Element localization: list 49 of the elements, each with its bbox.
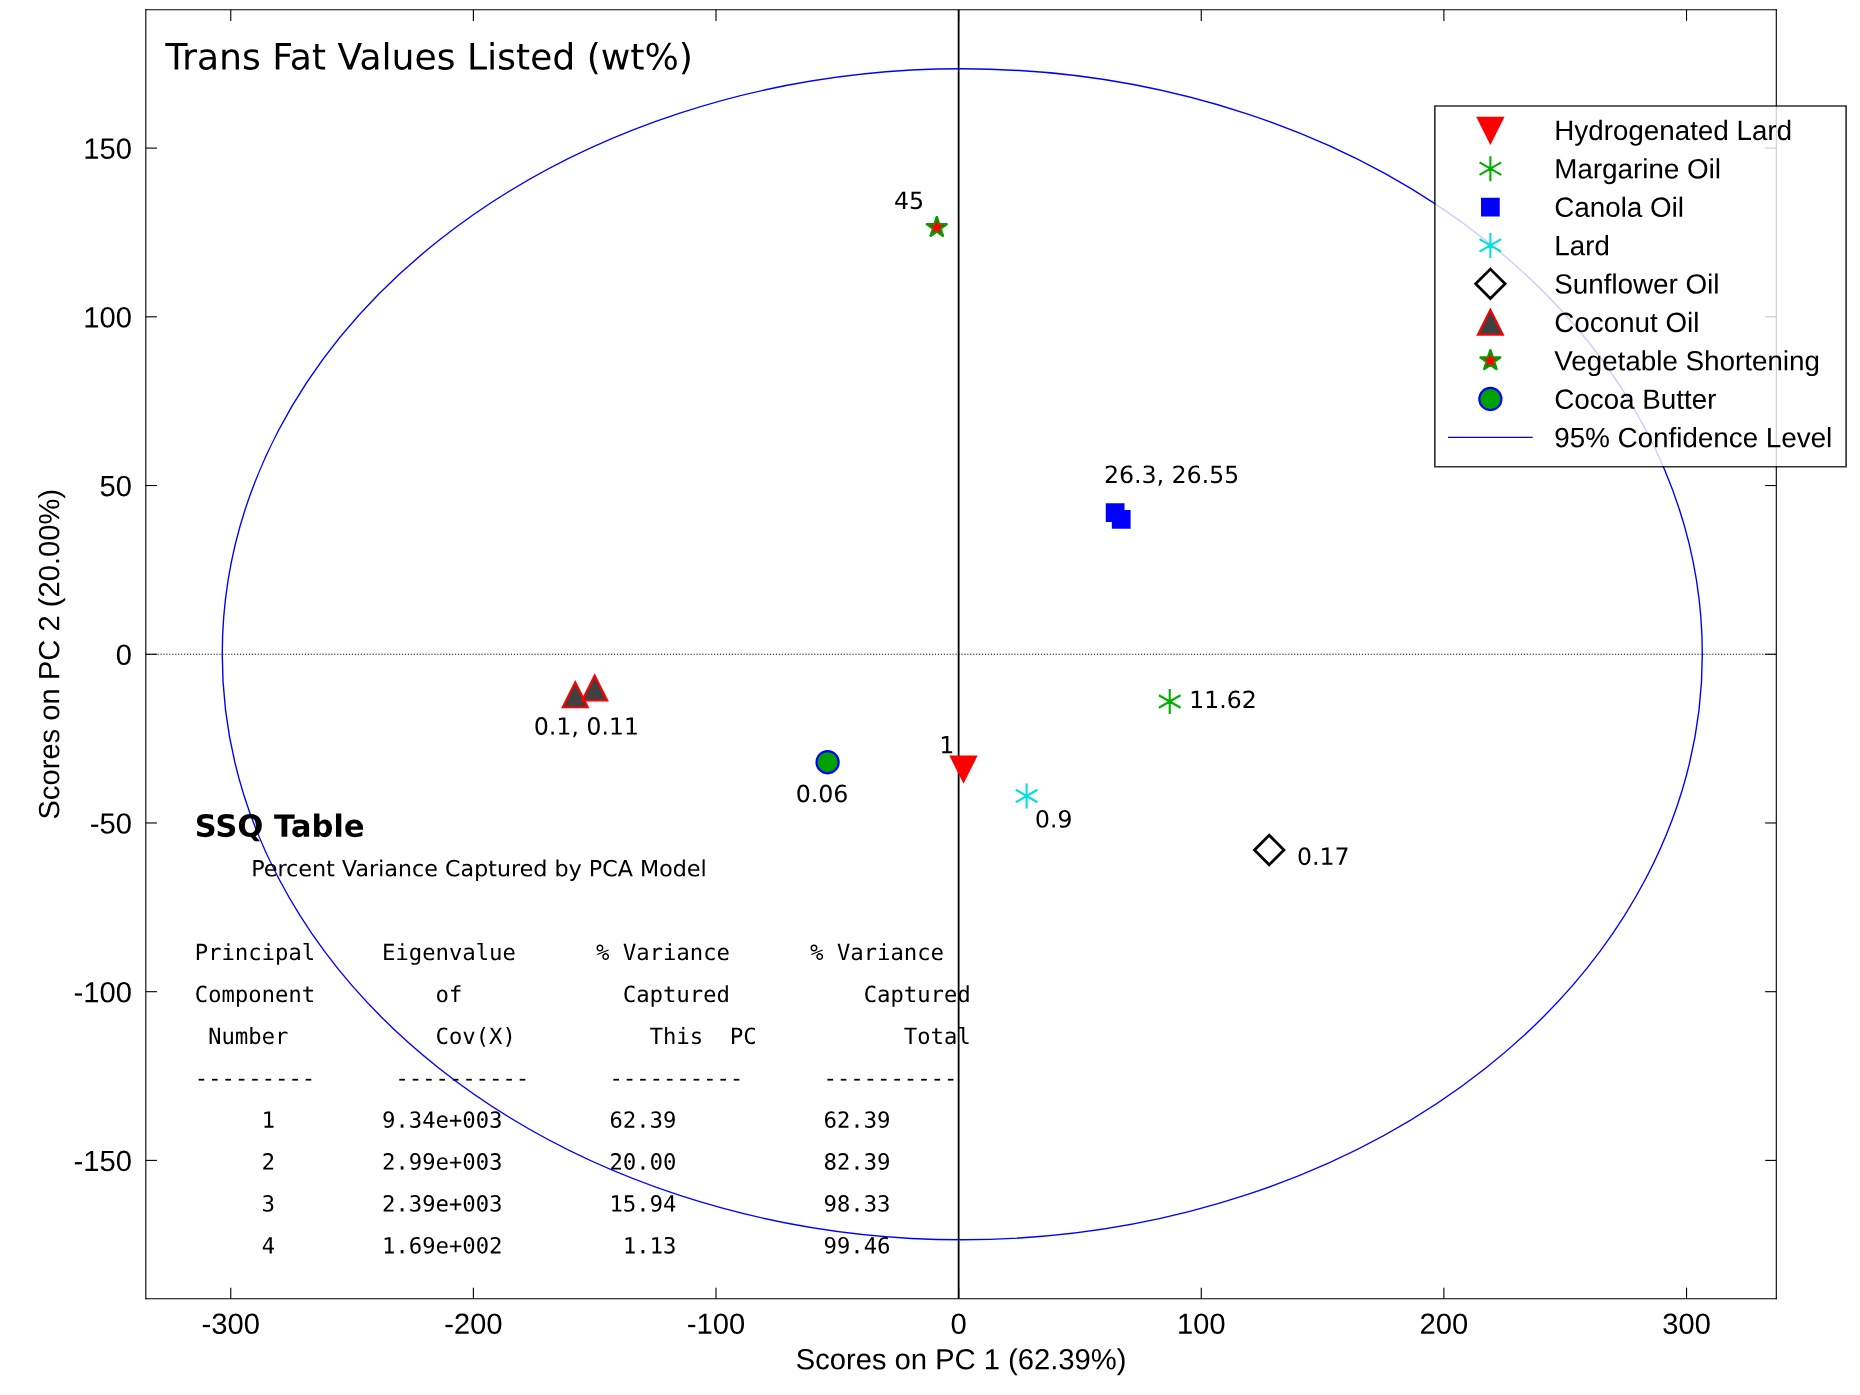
legend-label: Vegetable Shortening — [1554, 350, 1819, 377]
y-tick-label: 150 — [85, 138, 131, 159]
y-tick-label: -50 — [91, 813, 131, 834]
x-tick-label: 100 — [1179, 1313, 1225, 1335]
x-tick-label: -200 — [445, 1313, 502, 1335]
x-tick-label: 0 — [951, 1313, 966, 1335]
legend-label: Hydrogenated Lard — [1556, 119, 1791, 146]
y-tick-label: -150 — [74, 1150, 131, 1172]
point — [1253, 833, 1286, 867]
y-tick-label: 50 — [100, 475, 131, 497]
point — [1014, 782, 1039, 810]
x-tick-label: 300 — [1663, 1313, 1710, 1335]
legend-label: Sunflower Oil — [1555, 273, 1718, 294]
point — [1111, 509, 1131, 529]
point — [561, 681, 589, 709]
x-tick-label: -300 — [202, 1313, 259, 1335]
annotation: Principal Eigenvalue % Variance % Variance — [196, 943, 943, 965]
text: Trans Fat Values Listed (wt%) — [165, 41, 690, 75]
legend-label: Coconut Oil — [1555, 311, 1698, 333]
point — [581, 674, 609, 702]
annotation: 4 1.69e+002 1.13 99.46 — [262, 1236, 889, 1254]
annotation: 0.17 — [1298, 847, 1348, 866]
annotation: 1 9.34e+003 62.39 62.39 — [264, 1111, 889, 1129]
annotation: 0.9 — [1036, 809, 1071, 828]
annotation: 26.3, 26.55 — [1105, 465, 1238, 486]
point — [949, 755, 978, 783]
point — [925, 215, 949, 238]
annotation: --------- ---------- ---------- ---------- — [198, 1078, 954, 1081]
annotation: 95% Confidence Level — [1555, 427, 1831, 448]
point — [815, 750, 840, 775]
legend-label: Canola Oil — [1555, 196, 1683, 218]
y-axis-title: Scores on PC 2 (20.00%) — [38, 490, 66, 819]
annotation: 2 2.99e+003 20.00 82.39 — [263, 1153, 889, 1170]
point — [1157, 687, 1182, 716]
y-tick-label: 0 — [116, 644, 131, 666]
y-tick-label: -100 — [74, 981, 131, 1003]
x-tick-label: 200 — [1421, 1313, 1468, 1335]
legend-label: Cocoa Butter — [1555, 389, 1716, 410]
annotation: 0.1, 0.11 — [535, 717, 637, 738]
annotation: 1 — [941, 736, 953, 754]
annotation: 3 2.39e+003 15.94 98.33 — [263, 1194, 889, 1212]
x-tick-label: -100 — [688, 1313, 745, 1335]
legend-label: Lard — [1556, 235, 1609, 256]
annotation: 45 — [895, 191, 922, 210]
legend-label: Margarine Oil — [1556, 158, 1720, 185]
x-axis-title: Scores on PC 1 (62.39%) — [797, 1348, 1125, 1376]
annotation: 0.06 — [797, 784, 847, 803]
annotation: 11.62 — [1191, 690, 1255, 709]
y-tick-label: 100 — [85, 307, 131, 328]
